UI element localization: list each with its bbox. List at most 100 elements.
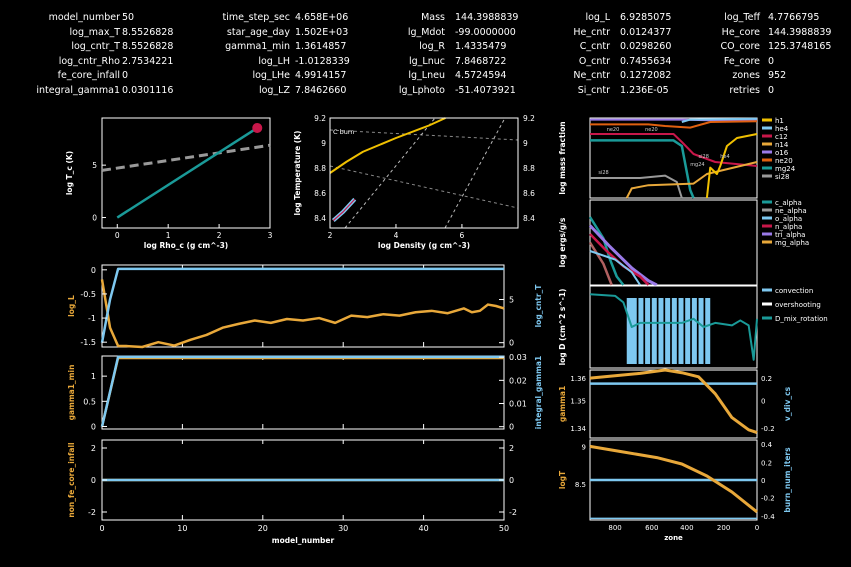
tick-label: 800 <box>608 524 621 532</box>
trho-grid-line <box>329 129 519 141</box>
tick-label: 10 <box>177 524 187 533</box>
tick-label: -0.2 <box>761 495 775 503</box>
tick-label: 6 <box>460 231 465 240</box>
legend-label: n_alpha <box>775 223 802 231</box>
tick-label: 0.02 <box>509 376 527 385</box>
axis-label-left: gamma1_min <box>67 365 76 421</box>
header-value: -1.0128339 <box>295 55 350 67</box>
tick-label: 3 <box>268 231 273 240</box>
legend-label: mg24 <box>775 165 796 173</box>
tick-label: 9 <box>321 139 326 148</box>
log_L_cntr_T-frame <box>101 264 505 348</box>
header-label: He_core <box>721 26 760 38</box>
burn-mg-alpha-line <box>588 241 613 286</box>
trho-annotation: C burn <box>333 128 355 136</box>
legend-label: o_alpha <box>775 215 802 223</box>
tick-label: 0.03 <box>509 353 527 362</box>
header-value: 1.236E-05 <box>620 85 669 96</box>
header-label: log_cntr_Rho <box>58 55 120 67</box>
tick-label: 0.5 <box>83 397 96 406</box>
mixing-convection-bar <box>698 298 704 364</box>
tick-label: 0 <box>509 339 514 348</box>
tick-label: 0 <box>91 266 96 275</box>
gamma1-line <box>589 368 758 434</box>
header-label: log_LZ <box>258 85 290 96</box>
legend-label: c_alpha <box>775 199 802 207</box>
header-label: O_cntr <box>578 55 610 67</box>
abundance-inline-label: si28 <box>598 170 608 176</box>
tick-label: 2 <box>217 231 222 240</box>
header-value: 0 <box>122 70 129 82</box>
trho-grid-line <box>329 165 519 209</box>
legend-label: ne20 <box>775 157 793 165</box>
tc-rhoc-frame <box>101 117 271 229</box>
axis-label: model_number <box>272 536 335 545</box>
tick-label: 0 <box>755 524 759 532</box>
header-label: fe_core_infall <box>57 70 120 82</box>
tick-label: -1 <box>88 314 96 323</box>
trho-grid-line <box>444 117 506 229</box>
tick-label: 40 <box>419 524 429 533</box>
tick-label: 0 <box>99 524 104 533</box>
tick-label: 50 <box>499 524 509 533</box>
tick-label: 8.6 <box>314 189 326 198</box>
header-value: 4.658E+06 <box>295 12 349 23</box>
burn-tri-alpha-line <box>588 224 658 287</box>
header-value: 4.9914157 <box>295 70 347 82</box>
mixing-convection-bar <box>705 298 711 364</box>
tick-label: -2 <box>88 508 96 517</box>
header-label: log_L <box>585 12 610 23</box>
tick-label: 0.01 <box>509 400 527 409</box>
tick-label: 0 <box>509 423 514 432</box>
axis-label: log T_c (K) <box>65 151 74 195</box>
axis-label-left: gamma1 <box>558 386 567 422</box>
header-value: 2.7534221 <box>122 55 174 67</box>
axis-label-left: non_fe_core_infall <box>67 442 76 517</box>
legend-label: overshooting <box>775 301 821 309</box>
axis-label-left: log_L <box>67 295 76 317</box>
abundance-h1-line <box>705 133 758 199</box>
legend-label: mg_alpha <box>775 239 809 247</box>
tick-label: 8.5 <box>575 481 586 489</box>
tick-label: 0 <box>115 231 120 240</box>
header-label: log_max_T <box>69 26 120 38</box>
header-value: 144.3988839 <box>455 12 519 23</box>
abundance-frame <box>589 117 758 199</box>
mixing-convection-bar <box>685 298 691 364</box>
tick-label: 0.2 <box>761 459 772 467</box>
log_L_cntr_T-log_L-line <box>100 279 505 349</box>
header-value: 1.502E+03 <box>295 26 349 38</box>
header-value: 8.5526828 <box>122 41 174 53</box>
header-value: 1.4335479 <box>455 41 507 53</box>
header-label: He_cntr <box>573 26 610 38</box>
legend-label: tri_alpha <box>775 231 805 239</box>
tick-label: 9 <box>523 139 528 148</box>
header-label: star_age_day <box>226 26 290 38</box>
log_L_cntr_T-log_cntr_T-line <box>100 267 504 343</box>
axis-label: log Temperature (K) <box>293 131 302 216</box>
burn-c-alpha-line <box>588 216 625 286</box>
mixing-convection-bar <box>638 298 644 364</box>
tick-label: -0.4 <box>761 513 775 521</box>
mixing-convection-bar <box>645 298 651 364</box>
tick-label: -1.5 <box>80 338 96 347</box>
legend-label: n14 <box>775 141 789 149</box>
trho-burn-line <box>329 117 446 174</box>
header-value: 0.0124377 <box>620 26 672 38</box>
header-readout: model_number 50 time_step_sec 4.658E+06 Mass… <box>0 0 851 100</box>
tick-label: 8.8 <box>314 164 326 173</box>
tick-label: 0 <box>509 476 514 485</box>
legend-label: ne_alpha <box>775 207 807 215</box>
legend-label: si28 <box>775 173 790 181</box>
header-label: retries <box>729 85 760 96</box>
header-value: 0 <box>768 85 775 96</box>
axis-label: log mass fraction <box>558 121 567 194</box>
mixing-convection-bar <box>671 298 677 364</box>
mixing-rotation-line <box>589 293 758 361</box>
header-label: model_number <box>48 12 120 23</box>
abundance-inline-label: mg24 <box>690 162 704 168</box>
header-value: -99.0000000 <box>455 26 516 38</box>
abundance-si28-line <box>590 174 683 199</box>
gamma1-profile-frame <box>589 369 758 439</box>
